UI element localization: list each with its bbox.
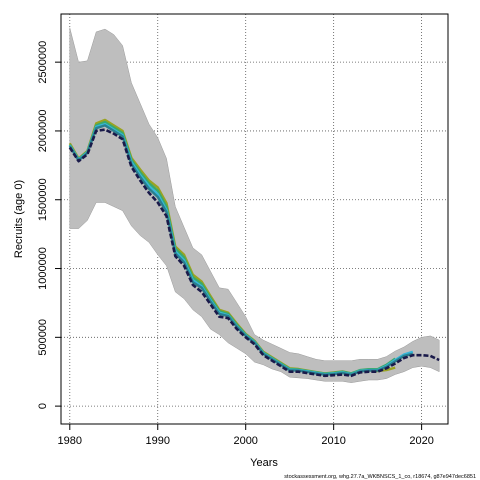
- x-tick-label-2010: 2010: [321, 435, 345, 447]
- y-tick-label-500000: 500000: [37, 319, 49, 356]
- y-tick-label-2500000: 2500000: [37, 41, 49, 84]
- y-axis: 0 500000 1000000 1500000 2000000 2500000: [37, 41, 61, 409]
- x-tick-label-1980: 1980: [58, 435, 82, 447]
- y-tick-label-1500000: 1500000: [37, 178, 49, 221]
- y-tick-label-0: 0: [37, 403, 49, 409]
- y-axis-title: Recruits (age 0): [13, 180, 25, 258]
- x-tick-label-1990: 1990: [146, 435, 170, 447]
- x-tick-label-2020: 2020: [409, 435, 433, 447]
- credit-text: stockassessment.org, whg.27.7a_WKBNSCS_1…: [284, 474, 476, 480]
- plot-frame: [60, 13, 449, 425]
- series-lines-group: [68, 118, 440, 378]
- y-tick-label-1000000: 1000000: [37, 247, 49, 290]
- x-tick-label-2000: 2000: [233, 435, 257, 447]
- confidence-band: [69, 27, 440, 383]
- y-tick-label-2000000: 2000000: [37, 109, 49, 152]
- x-axis-title: Years: [250, 457, 278, 469]
- confidence-band-group: [69, 27, 440, 383]
- x-axis: 1980 1990 2000 2010 2020: [58, 424, 434, 447]
